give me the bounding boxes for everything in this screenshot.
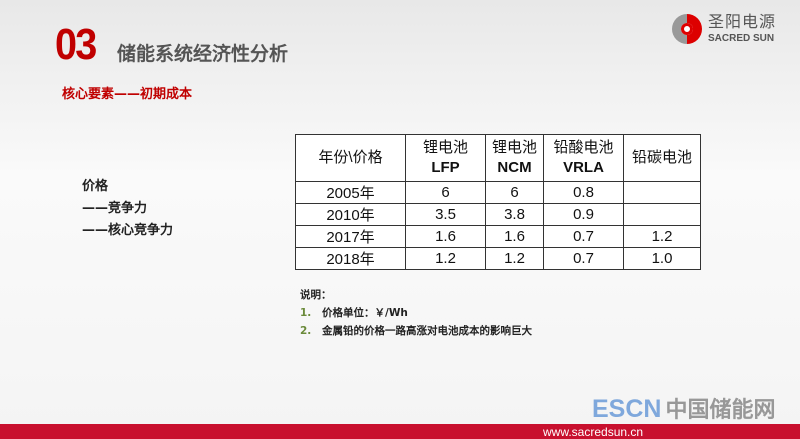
table-cell: 2018年 [295,247,406,270]
header-line1: 铅酸电池 [553,139,614,156]
header-line2: VRLA [563,159,604,176]
page-title: 储能系统经济性分析 [117,43,289,65]
point: ——核心竞争力 [82,223,174,238]
logo-en: SACRED SUN [708,33,775,44]
watermark-en: ESCN [592,395,662,423]
table-cell: 3.5 [405,203,486,226]
note-item: 2. 金属铅的价格一路高涨对电池成本的影响巨大 [300,322,532,340]
column-header: 年份\价格 [295,134,406,182]
note-text: 价格单位：￥/Wh [322,307,408,319]
key-points: 价格 ——竞争力 ——核心竞争力 [82,176,173,242]
note-number: 2. [300,325,312,337]
table-row: 2005年 6 6 0.8 [295,181,701,204]
table-cell: 1.6 [405,225,486,248]
section-number: 03 [55,20,97,69]
header-line1: 锂电池 [422,139,468,156]
note-number: 1. [300,307,312,319]
company-logo: 圣阳电源 SACRED SUN [672,12,797,52]
table-cell: 1.0 [623,247,701,270]
note-text: 金属铅的价格一路高涨对电池成本的影响巨大 [322,325,532,337]
table-cell: 3.8 [485,203,544,226]
footer-bar [0,424,800,439]
header-line1: 铅碳电池 [631,149,692,166]
price-table: 年份\价格 锂电池 LFP 锂电池 NCM 铅酸电池 VRLA 铅碳电池 2005年 6 6 0.8… [295,134,701,270]
table-row: 2010年 3.5 3.8 0.9 [295,203,701,226]
point: ——竞争力 [82,201,148,216]
notes: 说明： 1. 价格单位：￥/Wh 2. 金属铅的价格一路高涨对电池成本的影响巨大 [300,286,532,340]
header-line1: 年份\价格 [318,149,383,166]
table-cell: 2010年 [295,203,406,226]
notes-title: 说明： [300,289,332,301]
table-row: 2018年 1.2 1.2 0.7 1.0 [295,247,701,270]
watermark: ESCN 中国储能网 [592,396,775,423]
watermark-cn: 中国储能网 [665,397,776,422]
table-cell: 0.9 [543,203,624,226]
table-cell: 6 [485,181,544,204]
table-cell: 1.2 [623,225,701,248]
table-cell: 1.6 [485,225,544,248]
table-cell [623,203,701,226]
header-line2: LFP [431,159,460,176]
header-line1: 锂电池 [491,139,537,156]
logo-icon [672,14,702,44]
column-header: 铅碳电池 [623,134,701,182]
note-item: 1. 价格单位：￥/Wh [300,304,532,322]
logo-cn: 圣阳电源 [708,12,777,31]
table-header: 年份\价格 锂电池 LFP 锂电池 NCM 铅酸电池 VRLA 铅碳电池 [295,134,701,182]
table-cell: 0.7 [543,225,624,248]
footer-url: www.sacredsun.cn [543,425,644,439]
table-cell [623,181,701,204]
table-cell: 6 [405,181,486,204]
point: 价格 [82,179,109,194]
page-subtitle: 核心要素——初期成本 [62,87,193,102]
table-cell: 1.2 [485,247,544,270]
header-line2: NCM [497,159,532,176]
column-header: 铅酸电池 VRLA [543,134,624,182]
table-cell: 2005年 [295,181,406,204]
column-header: 锂电池 LFP [405,134,486,182]
table-cell: 2017年 [295,225,406,248]
table-cell: 0.7 [543,247,624,270]
table-row: 2017年 1.6 1.6 0.7 1.2 [295,225,701,248]
table-cell: 1.2 [405,247,486,270]
table-cell: 0.8 [543,181,624,204]
column-header: 锂电池 NCM [485,134,544,182]
